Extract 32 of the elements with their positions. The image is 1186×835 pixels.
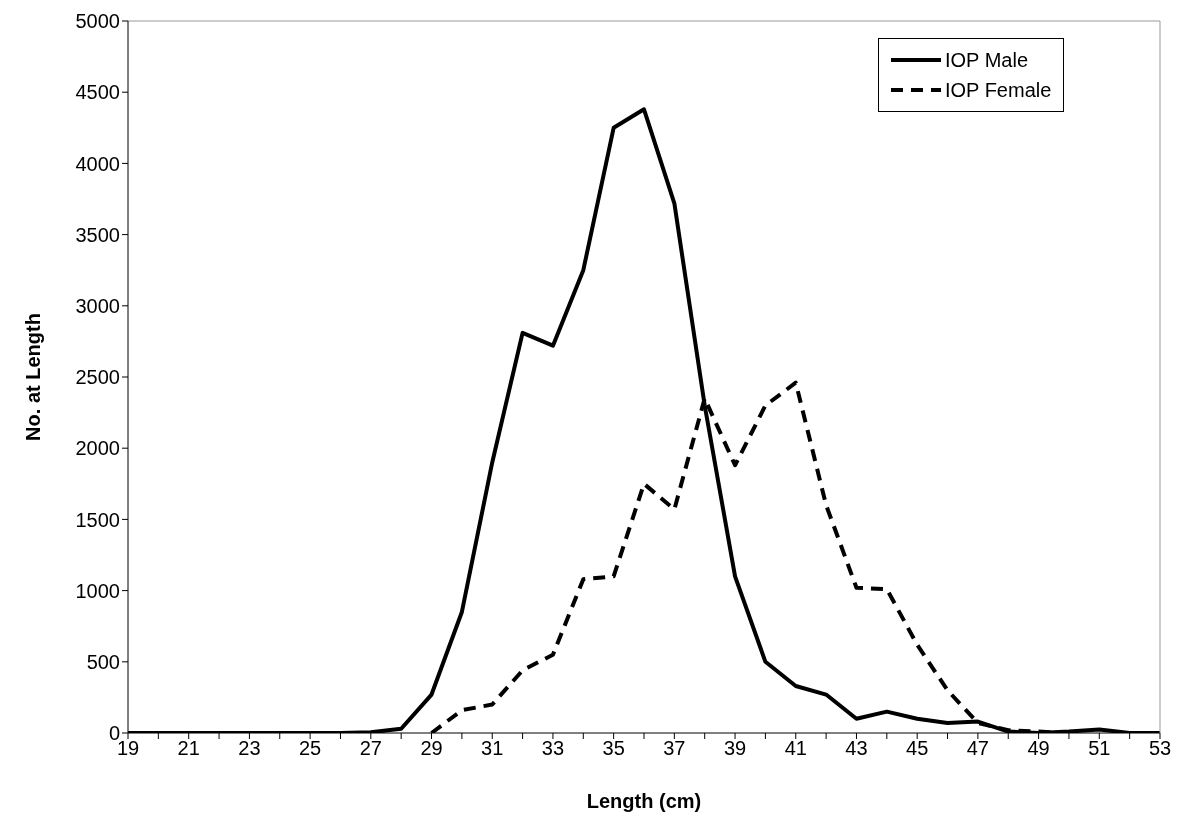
- x-tick-label: 33: [541, 737, 565, 760]
- y-axis-title: No. at Length: [22, 313, 45, 441]
- x-tick-label: 25: [298, 737, 322, 760]
- y-tick-label: 1000: [75, 579, 120, 602]
- x-tick-label: 21: [177, 737, 200, 760]
- x-tick-label: 23: [238, 737, 261, 760]
- y-tick-label: 3500: [75, 223, 120, 246]
- x-tick-label: 47: [966, 737, 990, 760]
- y-tick-label: 2000: [75, 437, 120, 460]
- y-tick-label: 500: [86, 650, 120, 673]
- x-tick-label: 35: [602, 737, 625, 760]
- x-tick-label: 45: [906, 737, 929, 760]
- y-tick-label: 4500: [75, 81, 120, 104]
- y-tick-label: 0: [108, 722, 120, 745]
- x-tick-label: 43: [845, 737, 868, 760]
- x-tick-label: 27: [359, 737, 382, 760]
- x-tick-label: 29: [420, 737, 443, 760]
- x-axis-title: Length (cm): [586, 790, 702, 812]
- y-tick-label: 1500: [75, 508, 120, 531]
- x-tick-label: 49: [1027, 737, 1050, 760]
- legend-label: IOP Female: [945, 78, 1052, 102]
- x-tick-label: 39: [723, 737, 747, 760]
- y-tick-label: 5000: [75, 10, 120, 33]
- legend-label: IOP Male: [945, 48, 1028, 72]
- y-tick-label: 4000: [75, 152, 120, 175]
- y-tick-label: 3000: [75, 294, 120, 317]
- x-tick-label: 37: [663, 737, 686, 760]
- x-tick-label: 51: [1088, 737, 1111, 760]
- x-tick-label: 31: [481, 737, 504, 760]
- x-tick-label: 41: [784, 737, 807, 760]
- y-tick-label: 2500: [75, 366, 120, 389]
- x-tick-label: 53: [1148, 737, 1172, 760]
